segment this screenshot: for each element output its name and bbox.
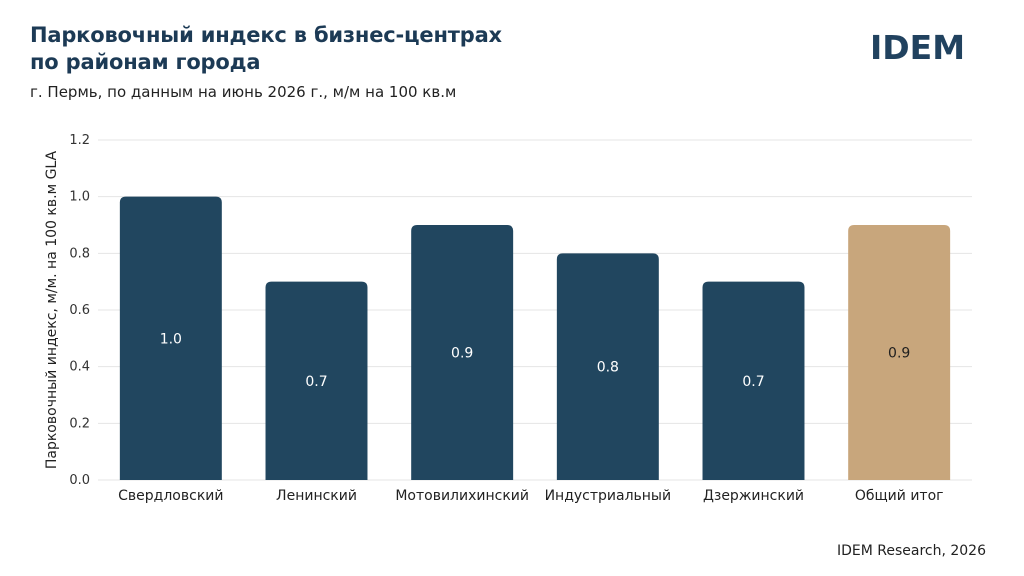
y-tick-label-0: 0.0 [69, 473, 90, 488]
y-tick-label-2: 0.4 [69, 360, 90, 375]
y-tick-label-6: 1.2 [69, 133, 90, 148]
chart-data-labels: 1.0 0.7 0.9 0.8 0.7 0.9 [160, 331, 911, 390]
source-note: IDEM Research, 2026 [836, 543, 986, 559]
chart-title: Парковочный индекс в бизнес-центрах по р… [30, 22, 650, 76]
chart-bars [119, 196, 951, 480]
chart-subtitle: г. Пермь, по данным на июнь 2026 г., м/м… [30, 83, 457, 101]
category-label-1: Ленинский [276, 488, 357, 504]
bar-1 [265, 281, 368, 480]
bar-chart: 0.0 0.2 0.4 0.6 0.8 1.0 1.2 1.0 0.7 0.9 0.8 0.7 0.9… [44, 133, 972, 504]
chart-title-line-1: Парковочный индекс в бизнес-центрах [30, 23, 502, 47]
data-label-4: 0.7 [742, 374, 764, 390]
y-tick-label-1: 0.2 [69, 416, 90, 431]
data-label-1: 0.7 [305, 374, 327, 390]
y-tick-label-3: 0.6 [69, 303, 90, 318]
idem-logo: IDEM [870, 28, 965, 66]
category-label-0: Свердловский [118, 488, 223, 504]
chart-grid [98, 139, 972, 481]
data-label-5: 0.9 [888, 346, 910, 362]
y-tick-label-4: 0.8 [69, 246, 90, 261]
category-label-4: Дзержинский [703, 488, 804, 504]
y-axis-ticks: 0.0 0.2 0.4 0.6 0.8 1.0 1.2 [69, 133, 90, 488]
category-label-5: Общий итог [855, 488, 944, 504]
bar-0 [119, 196, 222, 480]
bar-5 [848, 225, 951, 480]
chart-title-line-2: по районам города [30, 50, 261, 74]
bar-4 [702, 281, 805, 480]
y-tick-label-5: 1.0 [69, 190, 90, 205]
bar-3 [556, 253, 659, 480]
data-label-2: 0.9 [451, 346, 473, 362]
bar-2 [411, 225, 514, 480]
idem-logo-text: IDEM [870, 28, 965, 66]
data-label-3: 0.8 [597, 360, 619, 376]
category-label-2: Мотовилихинский [395, 488, 529, 504]
category-label-3: Индустриальный [545, 488, 672, 504]
y-axis-label: Парковочный индекс, м/м. на 100 кв.м GLA [44, 150, 60, 469]
data-label-0: 1.0 [160, 331, 182, 347]
x-axis-categories: Свердловский Ленинский Мотовилихинский Инду… [118, 488, 943, 504]
